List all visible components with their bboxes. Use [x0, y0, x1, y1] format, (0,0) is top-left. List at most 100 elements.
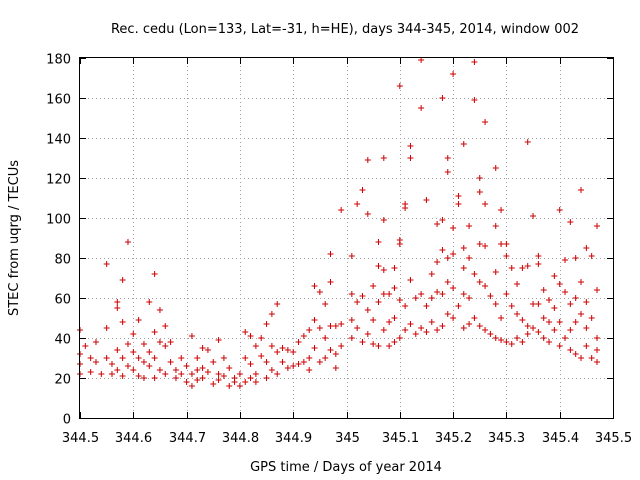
data-point: [242, 329, 249, 335]
data-point: [492, 301, 499, 307]
data-point: [594, 335, 601, 341]
data-point: [450, 71, 457, 77]
data-point: [391, 339, 398, 345]
data-point: [455, 193, 462, 199]
data-point: [567, 327, 574, 333]
data-point: [316, 289, 323, 295]
data-point: [151, 329, 158, 335]
data-point: [444, 169, 451, 175]
data-point: [450, 315, 457, 321]
data-point: [375, 343, 382, 349]
x-axis-ticks: 344.5 344.6 344.7 344.8 344.9 345 345.1 345.2 34…: [62, 58, 632, 446]
data-point: [124, 363, 131, 369]
x-tick-label: 344.8: [222, 431, 259, 446]
data-point: [359, 293, 366, 299]
data-point: [140, 341, 147, 347]
data-point: [327, 279, 334, 285]
data-point: [546, 319, 553, 325]
data-point: [439, 217, 446, 223]
data-point: [215, 371, 222, 377]
data-point: [428, 295, 435, 301]
data-point: [204, 369, 211, 375]
data-point: [407, 143, 414, 149]
data-point: [396, 83, 403, 89]
data-point: [82, 343, 89, 349]
data-point: [199, 365, 206, 371]
data-point: [476, 175, 483, 181]
data-point: [444, 311, 451, 317]
data-point: [300, 359, 307, 365]
data-point: [466, 223, 473, 229]
y-tick-label: 0: [63, 413, 71, 428]
data-point: [263, 321, 270, 327]
data-point: [594, 359, 601, 365]
y-axis-label: STEC from uqrg / TECUs: [7, 160, 22, 316]
data-point: [428, 271, 435, 277]
data-point: [295, 339, 302, 345]
data-point: [151, 375, 158, 381]
data-point: [434, 327, 441, 333]
data-point: [519, 265, 526, 271]
data-point: [140, 359, 147, 365]
data-point: [140, 375, 147, 381]
data-point: [380, 327, 387, 333]
data-point: [572, 295, 579, 301]
y-tick-label: 40: [54, 333, 71, 348]
data-point: [322, 301, 329, 307]
data-point: [306, 355, 313, 361]
data-point: [412, 331, 419, 337]
data-point: [434, 289, 441, 295]
data-point: [380, 267, 387, 273]
data-point: [471, 315, 478, 321]
data-point: [375, 263, 382, 269]
data-point: [156, 367, 163, 373]
data-point: [578, 355, 585, 361]
data-point: [450, 285, 457, 291]
data-point: [103, 355, 110, 361]
data-point: [418, 325, 425, 331]
data-point: [178, 371, 185, 377]
data-point: [546, 339, 553, 345]
y-tick-label: 140: [46, 133, 71, 148]
data-point: [108, 361, 115, 367]
data-point: [434, 259, 441, 265]
data-point: [135, 355, 142, 361]
data-point: [242, 379, 249, 385]
data-point: [492, 269, 499, 275]
data-point: [295, 361, 302, 367]
data-point: [114, 305, 121, 311]
data-point: [258, 353, 265, 359]
chart-title: Rec. cedu (Lon=133, Lat=-31, h=HE), days…: [111, 22, 579, 37]
data-point: [482, 283, 489, 289]
data-point: [471, 59, 478, 65]
data-point: [210, 381, 217, 387]
data-point: [359, 187, 366, 193]
data-point: [114, 367, 121, 373]
data-point: [247, 333, 254, 339]
data-point: [588, 253, 595, 259]
data-point: [556, 343, 563, 349]
data-point: [556, 207, 563, 213]
data-point: [460, 141, 467, 147]
data-point: [162, 343, 169, 349]
data-point: [498, 337, 505, 343]
x-tick-label: 345.5: [595, 431, 632, 446]
data-point: [460, 265, 467, 271]
data-point: [114, 347, 121, 353]
x-axis-label: GPS time / Days of year 2014: [250, 460, 442, 475]
data-point: [519, 339, 526, 345]
data-point: [567, 219, 574, 225]
data-point: [471, 97, 478, 103]
data-point: [284, 347, 291, 353]
data-point: [274, 301, 281, 307]
data-point: [492, 223, 499, 229]
data-point: [338, 207, 345, 213]
data-point: [146, 349, 153, 355]
data-point: [439, 247, 446, 253]
data-point: [332, 365, 339, 371]
data-point: [514, 311, 521, 317]
data-point: [199, 375, 206, 381]
y-tick-label: 180: [46, 53, 71, 68]
data-point: [162, 323, 169, 329]
data-point: [487, 293, 494, 299]
